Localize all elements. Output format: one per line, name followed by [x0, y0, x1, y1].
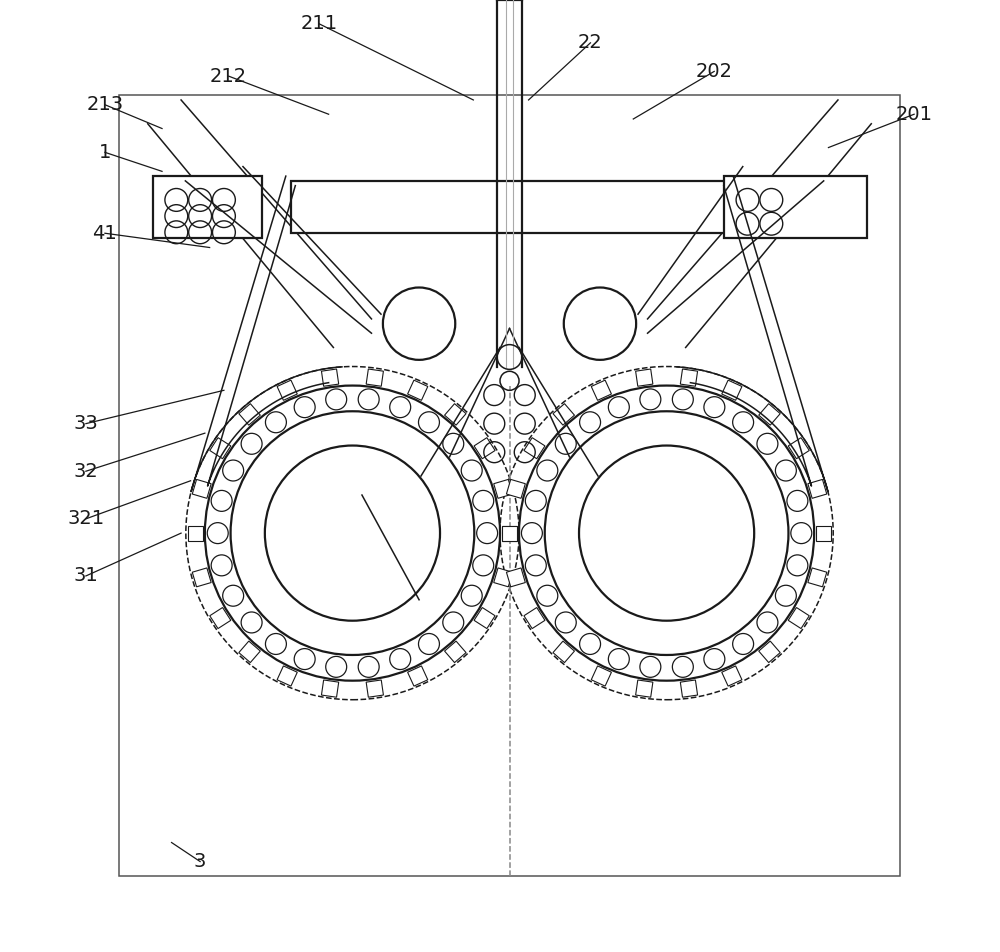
Bar	[192, 568, 211, 586]
Text: 212: 212	[210, 67, 247, 86]
Bar	[277, 665, 297, 686]
Bar	[722, 665, 742, 686]
Text: 213: 213	[86, 95, 123, 114]
Text: 211: 211	[301, 14, 338, 33]
Bar	[553, 641, 574, 663]
Bar	[188, 526, 203, 541]
Bar	[553, 404, 574, 426]
Bar	[277, 380, 297, 401]
Bar	[494, 568, 513, 586]
Bar	[816, 526, 831, 541]
Bar	[788, 438, 809, 459]
Bar	[636, 369, 653, 387]
Text: 22: 22	[578, 33, 603, 52]
Bar	[506, 568, 525, 586]
Bar	[591, 665, 611, 686]
Bar	[808, 480, 827, 498]
Bar	[474, 607, 495, 628]
Text: 3: 3	[194, 852, 206, 871]
Text: 33: 33	[74, 414, 98, 433]
Bar	[591, 380, 611, 401]
Bar	[502, 526, 517, 541]
Text: 201: 201	[896, 105, 933, 124]
Bar	[119, 95, 900, 876]
Bar	[524, 607, 545, 628]
Text: 32: 32	[74, 462, 98, 481]
Bar	[788, 607, 809, 628]
Bar	[291, 181, 728, 233]
Bar	[808, 568, 827, 586]
Text: 202: 202	[696, 62, 733, 81]
Bar	[445, 641, 466, 663]
Text: 41: 41	[93, 224, 117, 243]
Bar	[524, 438, 545, 459]
Bar	[759, 404, 780, 426]
Bar	[502, 526, 517, 541]
Bar	[680, 369, 698, 387]
Bar	[722, 380, 742, 401]
Text: 1: 1	[99, 143, 111, 162]
Text: 321: 321	[67, 509, 104, 528]
Bar	[494, 480, 513, 498]
Bar	[321, 369, 339, 387]
Bar	[506, 480, 525, 498]
Bar	[239, 641, 260, 663]
Bar	[210, 438, 231, 459]
Bar	[636, 680, 653, 697]
Bar	[210, 607, 231, 628]
Bar	[321, 680, 339, 697]
Text: 31: 31	[74, 566, 98, 585]
Bar	[474, 438, 495, 459]
Bar	[445, 404, 466, 426]
Bar	[759, 641, 780, 663]
Bar	[724, 176, 867, 238]
Bar	[366, 680, 383, 697]
Bar	[153, 176, 262, 238]
Bar	[408, 380, 428, 401]
Bar	[366, 369, 383, 387]
Bar	[680, 680, 698, 697]
Bar	[408, 665, 428, 686]
Bar	[192, 480, 211, 498]
Bar	[239, 404, 260, 426]
